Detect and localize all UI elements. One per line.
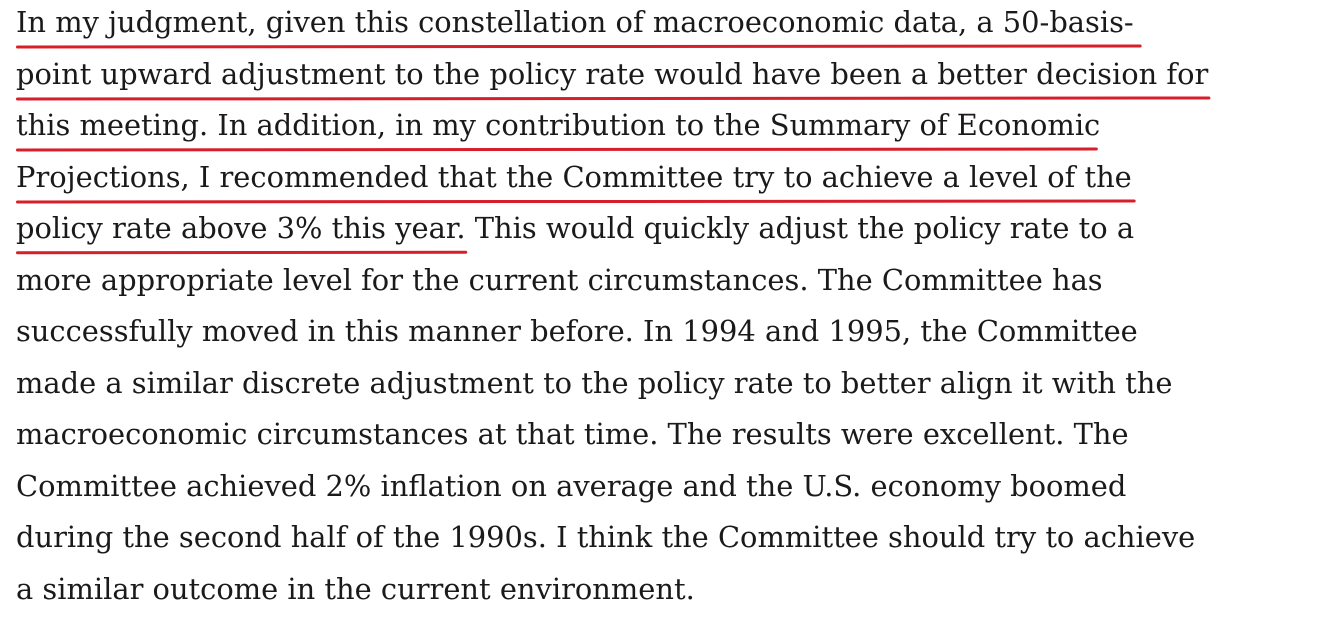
text-line-3: this meeting. In addition, in my contrib… <box>16 103 1311 155</box>
text-line-4: Projections, I recommended that the Comm… <box>16 155 1311 207</box>
underlined-text: this meeting. In addition, in my contrib… <box>16 103 1100 147</box>
text-line-5: policy rate above 3% this year. This wou… <box>16 206 1311 258</box>
plain-text: This would quickly adjust the policy rat… <box>466 206 1134 250</box>
plain-text: successfully moved in this manner before… <box>16 309 1138 353</box>
underlined-text: policy rate above 3% this year. <box>16 206 466 250</box>
text-line-2: point upward adjustment to the policy ra… <box>16 52 1311 104</box>
text-line-1: In my judgment, given this constellation… <box>16 0 1311 52</box>
plain-text: macroeconomic circumstances at that time… <box>16 412 1129 456</box>
text-line-10: Committee achieved 2% inflation on avera… <box>16 464 1311 516</box>
text-line-12: a similar outcome in the current environ… <box>16 567 1311 618</box>
underlined-text: Projections, I recommended that the Comm… <box>16 155 1132 199</box>
underlined-text: point upward adjustment to the policy ra… <box>16 52 1208 96</box>
text-line-7: successfully moved in this manner before… <box>16 309 1311 361</box>
text-line-9: macroeconomic circumstances at that time… <box>16 412 1311 464</box>
document-body: In my judgment, given this constellation… <box>16 0 1316 618</box>
plain-text: made a similar discrete adjustment to th… <box>16 361 1172 405</box>
underlined-text: In my judgment, given this constellation… <box>16 0 1134 44</box>
text-line-6: more appropriate level for the current c… <box>16 258 1311 310</box>
plain-text: Committee achieved 2% inflation on avera… <box>16 464 1126 508</box>
plain-text: a similar outcome in the current environ… <box>16 567 695 611</box>
text-line-8: made a similar discrete adjustment to th… <box>16 361 1311 413</box>
plain-text: more appropriate level for the current c… <box>16 258 1103 302</box>
plain-text: during the second half of the 1990s. I t… <box>16 515 1195 559</box>
text-line-11: during the second half of the 1990s. I t… <box>16 515 1311 567</box>
